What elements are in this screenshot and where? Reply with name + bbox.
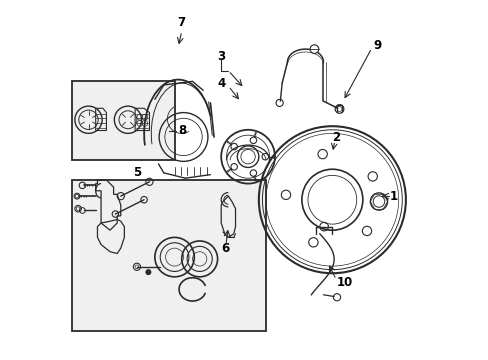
Circle shape — [145, 270, 151, 275]
Circle shape — [309, 45, 318, 53]
Text: 8: 8 — [178, 124, 186, 138]
Text: 4: 4 — [217, 77, 225, 90]
Text: 7: 7 — [177, 17, 185, 30]
Text: 1: 1 — [389, 190, 397, 203]
Text: 6: 6 — [221, 242, 229, 255]
Text: 2: 2 — [331, 131, 339, 144]
Text: 9: 9 — [372, 39, 381, 52]
Text: 3: 3 — [217, 50, 225, 63]
Bar — [72, 81, 174, 160]
Text: 5: 5 — [133, 166, 141, 179]
Text: 10: 10 — [336, 276, 352, 289]
Bar — [72, 180, 265, 330]
